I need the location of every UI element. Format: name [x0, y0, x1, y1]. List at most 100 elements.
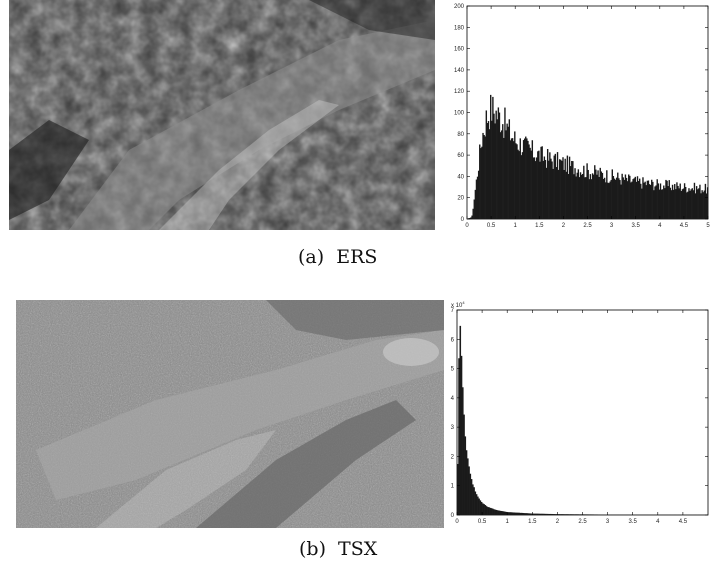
histogram-bar — [702, 192, 704, 219]
histogram-bar — [559, 514, 562, 515]
histogram-bar — [582, 514, 585, 515]
x-tick-label: 0 — [465, 223, 469, 229]
histogram-bar — [513, 512, 516, 515]
histogram-bar — [692, 190, 695, 219]
histogram-bar — [559, 159, 561, 219]
x-tick-label: 0 — [455, 519, 459, 525]
panel-b: 0 0.5 1 1.5 2 2.5 3 3.5 4 4.5 0 1 2 3 4 5 6 7 x 104 (b) TS… — [0, 290, 710, 571]
y-tick-label: 0 — [451, 513, 455, 519]
histogram-bar — [483, 134, 485, 219]
histogram-bar — [502, 511, 504, 515]
histogram-bar — [600, 171, 603, 219]
histogram-bar — [603, 177, 606, 219]
histogram-bar — [629, 175, 631, 219]
histogram-bar — [608, 183, 610, 219]
histogram-bar — [654, 186, 656, 219]
histogram-bar — [703, 190, 706, 219]
histogram-bar — [531, 140, 534, 219]
histogram-bar — [544, 513, 547, 515]
histogram-bar — [554, 153, 557, 219]
histogram-bar — [571, 514, 573, 515]
histogram-bar — [597, 514, 600, 515]
histogram-bar — [658, 189, 661, 219]
histogram-bar — [518, 512, 521, 515]
histogram-bar — [581, 514, 583, 515]
histogram-bar — [549, 152, 551, 219]
histogram-bar — [553, 514, 556, 515]
histogram-bar — [638, 178, 641, 219]
histogram-bar — [524, 513, 527, 515]
histogram-bar — [612, 176, 615, 219]
histogram-bar — [630, 182, 632, 219]
histogram-bar — [564, 158, 566, 219]
histogram-bar — [519, 138, 521, 219]
histogram-bar — [496, 119, 498, 219]
histogram-bar — [487, 507, 489, 515]
histogram-bar — [677, 185, 679, 219]
histogram-bar — [564, 514, 567, 515]
histogram-bar — [483, 504, 485, 515]
histogram-bar — [468, 466, 470, 515]
histogram-bar — [504, 107, 506, 219]
histogram-bar — [533, 157, 536, 219]
histogram-bar — [598, 176, 600, 219]
histogram-bar — [511, 138, 514, 219]
histogram-bar — [583, 165, 585, 219]
histogram-bar — [573, 514, 576, 515]
histogram-bar — [538, 513, 541, 515]
histogram-bar — [700, 193, 702, 219]
histogram-bar — [495, 509, 498, 515]
y-tick-label: 4 — [451, 396, 455, 402]
x-tick-label: 4 — [656, 519, 660, 525]
histogram-bar — [583, 514, 586, 515]
histogram-bar — [543, 156, 546, 219]
histogram-bar — [623, 179, 626, 219]
histogram-bar — [471, 215, 473, 219]
histogram-bar — [508, 512, 511, 515]
panel-a: 0 0.5 1 1.5 2 2.5 3 3.5 4 4.5 5 0 20 40 60 80 100 120 140 1… — [0, 0, 710, 280]
histogram-bar — [552, 514, 554, 515]
histogram-bar — [590, 514, 592, 515]
histogram-bar — [560, 159, 562, 219]
histogram-bar — [566, 514, 568, 515]
histogram-bar — [574, 514, 577, 515]
histogram-bar — [561, 160, 563, 219]
histogram-bar — [552, 168, 554, 219]
histogram-bar — [495, 110, 497, 219]
y-tick-label: 180 — [454, 25, 465, 31]
histogram-bar — [497, 510, 499, 515]
histogram-bar — [690, 189, 692, 219]
histogram-bar — [489, 507, 492, 515]
y-tick-label: 6 — [451, 337, 455, 343]
histogram-bar — [619, 180, 621, 219]
ers-histogram: 0 0.5 1 1.5 2 2.5 3 3.5 4 4.5 5 0 20 40 60 80 100 120 140 1… — [454, 4, 710, 229]
histogram-bar — [661, 189, 664, 219]
x-tick-label: 1 — [506, 519, 510, 525]
histogram-bar — [683, 183, 686, 219]
histogram-bar — [704, 183, 707, 219]
histogram-bar — [469, 217, 471, 219]
histogram-bar — [635, 181, 638, 219]
histogram-bar — [591, 514, 593, 515]
histogram-bar — [701, 190, 703, 219]
histogram-bar — [644, 181, 646, 219]
histogram-bar — [586, 163, 588, 219]
histogram-bar — [519, 512, 522, 515]
histogram-bar — [659, 183, 662, 219]
histogram-bar — [605, 182, 607, 219]
histogram-bar — [475, 494, 478, 515]
histogram-bar — [469, 473, 472, 515]
histogram-bar — [546, 513, 548, 515]
histogram-bar — [532, 513, 534, 515]
histogram-bar — [665, 179, 667, 219]
histogram-bar — [477, 496, 479, 515]
histogram-bar — [509, 512, 512, 515]
histogram-bar — [462, 387, 464, 515]
histogram-bar — [514, 512, 517, 515]
histogram-bar — [634, 176, 636, 219]
histogram-bar — [592, 514, 595, 515]
x-tick-label: 0.5 — [478, 519, 487, 525]
histogram-bar — [521, 512, 523, 515]
histogram-bar — [611, 169, 613, 219]
y-tick-label: 200 — [454, 4, 465, 10]
